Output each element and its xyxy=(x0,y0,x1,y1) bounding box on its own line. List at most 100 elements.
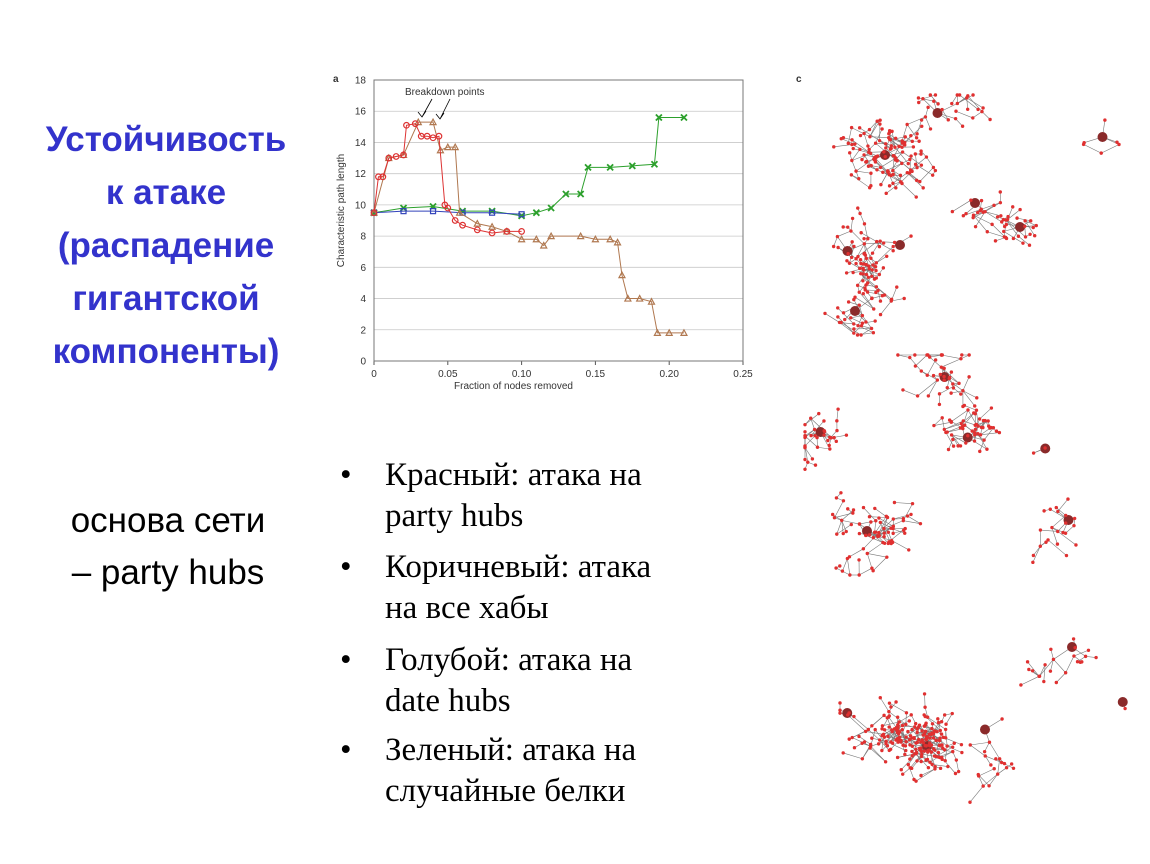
bullet-text: Красный: атака на xyxy=(385,457,642,493)
edge xyxy=(867,553,873,569)
node xyxy=(964,441,968,445)
edge xyxy=(857,268,870,286)
node xyxy=(1005,217,1010,222)
node xyxy=(878,122,882,126)
node xyxy=(1123,706,1127,711)
node xyxy=(883,142,888,146)
node xyxy=(900,150,905,154)
marker xyxy=(451,217,459,224)
edge xyxy=(951,434,961,447)
node xyxy=(951,437,955,442)
node xyxy=(852,714,856,719)
node xyxy=(846,141,850,146)
node xyxy=(862,236,866,241)
node xyxy=(1004,222,1009,227)
node xyxy=(806,460,810,464)
node xyxy=(860,321,865,325)
node xyxy=(936,717,940,721)
node xyxy=(889,144,894,148)
node xyxy=(981,418,986,423)
node xyxy=(826,438,830,443)
edge xyxy=(880,171,889,185)
node xyxy=(830,512,835,517)
x-axis-title: Fraction of nodes removed xyxy=(454,381,573,392)
node xyxy=(972,411,976,415)
node xyxy=(864,320,868,324)
node xyxy=(907,171,912,175)
node xyxy=(874,290,878,295)
node xyxy=(869,171,873,175)
node xyxy=(844,529,848,534)
marker xyxy=(584,163,592,172)
x-tick-label: 0 xyxy=(371,369,377,380)
edge xyxy=(850,218,853,232)
edge xyxy=(919,167,934,182)
node xyxy=(959,357,963,361)
edge xyxy=(878,517,894,527)
edge xyxy=(892,163,902,171)
node xyxy=(985,230,989,234)
node xyxy=(931,746,936,751)
edge xyxy=(989,742,1000,760)
node xyxy=(918,179,922,184)
node xyxy=(866,237,870,241)
node xyxy=(998,190,1002,194)
node xyxy=(943,727,948,732)
node xyxy=(938,755,942,760)
node xyxy=(853,295,857,299)
node xyxy=(803,422,807,427)
node xyxy=(875,534,880,538)
node xyxy=(868,135,872,139)
node xyxy=(887,725,891,729)
node xyxy=(910,139,914,144)
node xyxy=(864,533,868,538)
node xyxy=(817,411,821,416)
node xyxy=(881,266,886,270)
node xyxy=(856,323,860,328)
edge xyxy=(805,436,818,448)
node xyxy=(919,149,923,153)
node xyxy=(863,729,868,734)
edge xyxy=(841,520,860,525)
edge xyxy=(856,170,871,174)
node xyxy=(976,107,980,112)
edge xyxy=(983,773,998,787)
edge xyxy=(906,124,917,138)
node xyxy=(867,185,872,190)
edge xyxy=(902,389,918,397)
node xyxy=(954,109,958,113)
node xyxy=(937,392,942,396)
edge xyxy=(962,390,975,407)
y-tick-label: 8 xyxy=(360,232,366,243)
node xyxy=(1086,648,1091,652)
edge xyxy=(984,211,1002,223)
edge xyxy=(889,132,896,148)
edge xyxy=(880,300,892,315)
edge xyxy=(859,127,880,141)
node xyxy=(1030,669,1035,673)
edge xyxy=(851,139,871,154)
series-line xyxy=(373,121,684,334)
node xyxy=(813,463,818,467)
node xyxy=(877,530,881,535)
edge xyxy=(1057,498,1069,512)
edge xyxy=(941,358,962,368)
node xyxy=(913,162,918,167)
node xyxy=(854,169,858,173)
node xyxy=(883,760,888,764)
node xyxy=(892,727,897,731)
edge xyxy=(941,354,961,360)
node xyxy=(852,746,857,750)
edge xyxy=(857,241,877,257)
node xyxy=(859,324,864,328)
node xyxy=(999,214,1003,218)
node xyxy=(915,759,919,763)
node xyxy=(834,566,838,570)
node xyxy=(1042,679,1046,684)
marker xyxy=(623,294,632,302)
node xyxy=(1003,235,1008,240)
edge xyxy=(1032,546,1041,563)
node xyxy=(841,531,845,536)
edge xyxy=(967,409,977,425)
edge xyxy=(882,172,902,183)
